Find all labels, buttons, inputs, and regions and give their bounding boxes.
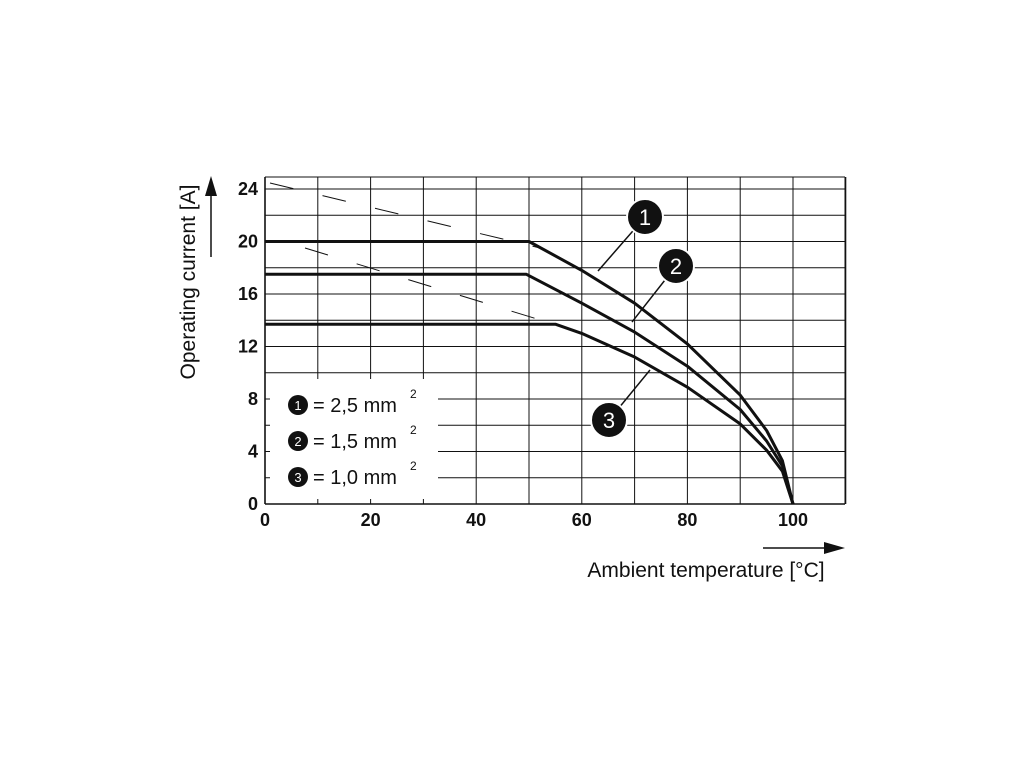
legend-marker-3	[288, 467, 308, 487]
y-axis-title-group: Operating current [A]	[177, 176, 217, 379]
series-lines	[265, 240, 795, 505]
callout-marker-2	[657, 247, 695, 285]
series-line-1	[265, 240, 795, 505]
callout-number-1: 1	[639, 205, 651, 230]
dashed-guide-line	[304, 247, 561, 327]
y-axis-title: Operating current [A]	[177, 185, 200, 380]
x-tick-label: 60	[572, 510, 592, 530]
legend-label-3: = 1,0 mm	[313, 467, 397, 489]
x-tick-label: 0	[260, 510, 270, 530]
y-axis-arrow-head	[205, 176, 217, 196]
background-dashes	[269, 182, 561, 327]
legend-marker-2	[288, 431, 308, 451]
legend-number-1: 1	[294, 398, 301, 413]
y-tick-label: 4	[248, 442, 258, 462]
y-tick-label: 12	[238, 337, 258, 357]
y-tick-label: 24	[238, 179, 258, 199]
callout-marker-3	[590, 401, 628, 439]
x-tick-label: 20	[361, 510, 381, 530]
legend-label-1: = 2,5 mm	[313, 395, 397, 417]
legend: 1 = 2,5 mm 2 2 = 1,5 mm 2 3 = 1,0 mm 2	[270, 379, 438, 499]
legend-superscript-3: 2	[410, 459, 417, 473]
series-markers: 12 3	[590, 198, 695, 439]
legend-marker-1	[288, 395, 308, 415]
x-axis-title-group: Ambient temperature [°C]	[587, 542, 845, 582]
series-line-3	[265, 322, 795, 505]
y-tick-label: 16	[238, 284, 258, 304]
grid-lines	[264, 176, 847, 505]
legend-number-2: 2	[294, 434, 301, 449]
x-axis-arrow-head	[824, 542, 845, 554]
x-tick-label: 40	[466, 510, 486, 530]
x-axis-title: Ambient temperature [°C]	[587, 559, 824, 582]
legend-number-3: 3	[294, 470, 301, 485]
x-tick-label: 80	[677, 510, 697, 530]
callout-number-2: 2	[670, 254, 682, 279]
legend-superscript-1: 2	[410, 387, 417, 401]
x-tick-label: 100	[778, 510, 808, 530]
y-tick-label: 20	[238, 232, 258, 252]
callout-number-3: 3	[603, 408, 615, 433]
legend-superscript-2: 2	[410, 423, 417, 437]
y-tick-label: 8	[248, 389, 258, 409]
series-line-2	[265, 272, 795, 505]
callout-marker-1	[626, 198, 664, 236]
dashed-guide-line	[269, 182, 541, 249]
y-tick-label: 0	[248, 494, 258, 514]
legend-label-2: = 1,5 mm	[313, 431, 397, 453]
